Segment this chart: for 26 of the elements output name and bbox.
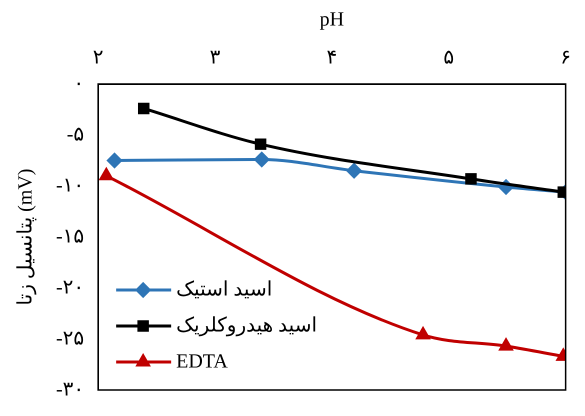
y-tick-label: ۰ (73, 72, 84, 94)
y-tick-label: -۵ (66, 123, 84, 146)
x-tick-label: ۶ (560, 46, 572, 68)
y-tick-label: -۲۰ (56, 276, 84, 298)
x-tick-label: ۵ (443, 46, 454, 68)
legend-label: اسید استیک (176, 278, 272, 300)
point (138, 102, 150, 114)
point (254, 138, 266, 150)
x-tick-label: ۴ (326, 46, 338, 68)
y-tick-label: -۱۵ (56, 225, 84, 248)
point (346, 163, 362, 178)
legend-label: اسید هیدروکلریک (176, 314, 318, 336)
point (100, 168, 114, 180)
x-tick-label: ۳ (210, 46, 221, 68)
y-tick-label: -۱۰ (56, 174, 84, 196)
legend-label: EDTA (176, 350, 228, 372)
point (254, 152, 270, 167)
point (465, 173, 477, 185)
y-tick-label: -۳۰ (56, 378, 84, 400)
x-tick-label: ۲ (92, 46, 104, 68)
y-axis-title: پتانسیل زتا (mV) (14, 168, 36, 306)
y-tick-label: -۲۵ (56, 327, 84, 350)
point (107, 153, 122, 168)
point (499, 338, 513, 351)
x-axis-title: pH (320, 8, 344, 30)
point (416, 327, 430, 340)
